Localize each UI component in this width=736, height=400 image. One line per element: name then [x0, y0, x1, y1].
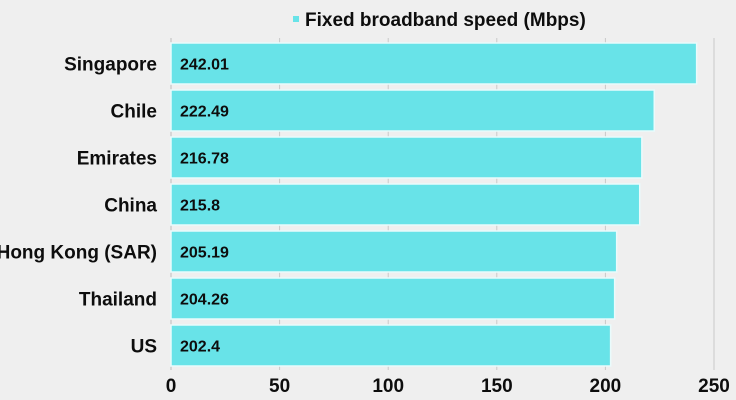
- x-tick-label: 0: [166, 376, 177, 397]
- bar-china: [170, 183, 641, 226]
- bars: [170, 42, 698, 367]
- bar-singapore: [170, 42, 698, 85]
- x-tick-label: 150: [481, 376, 513, 397]
- category-label: US: [131, 337, 157, 358]
- bar-chile: [170, 89, 655, 132]
- category-label: Thailand: [79, 290, 157, 311]
- bar-emirates: [170, 136, 643, 179]
- value-label: 202.4: [180, 339, 220, 356]
- x-tick-label: 50: [269, 376, 290, 397]
- bar-thailand: [170, 277, 616, 320]
- value-label: 242.01: [180, 57, 229, 74]
- legend: Fixed broadband speed (Mbps): [293, 10, 586, 31]
- x-tick-labels: 0 50 100 150 200 250: [166, 376, 730, 397]
- bar-hong-kong-sar: [170, 230, 618, 273]
- value-label: 205.19: [180, 245, 229, 262]
- category-label: Hong Kong (SAR): [0, 243, 157, 264]
- legend-series-label: Fixed broadband speed (Mbps): [305, 10, 586, 31]
- value-label: 216.78: [180, 151, 229, 168]
- x-tick-label: 250: [698, 376, 730, 397]
- bar-us: [170, 324, 612, 367]
- category-label: Emirates: [77, 149, 157, 170]
- legend-swatch: [293, 16, 299, 22]
- value-label: 204.26: [180, 292, 229, 309]
- category-label: Singapore: [64, 55, 157, 76]
- category-label: Chile: [111, 102, 157, 123]
- category-label: China: [104, 196, 157, 217]
- x-tick-label: 200: [590, 376, 622, 397]
- value-label: 215.8: [180, 198, 220, 215]
- category-labels: Singapore Chile Emirates China Hong Kong (SA…: [0, 55, 157, 358]
- value-label: 222.49: [180, 104, 229, 121]
- value-labels: 242.01 222.49 216.78 215.8 205.19 204.26 202.4: [180, 57, 229, 356]
- x-tick-label: 100: [372, 376, 404, 397]
